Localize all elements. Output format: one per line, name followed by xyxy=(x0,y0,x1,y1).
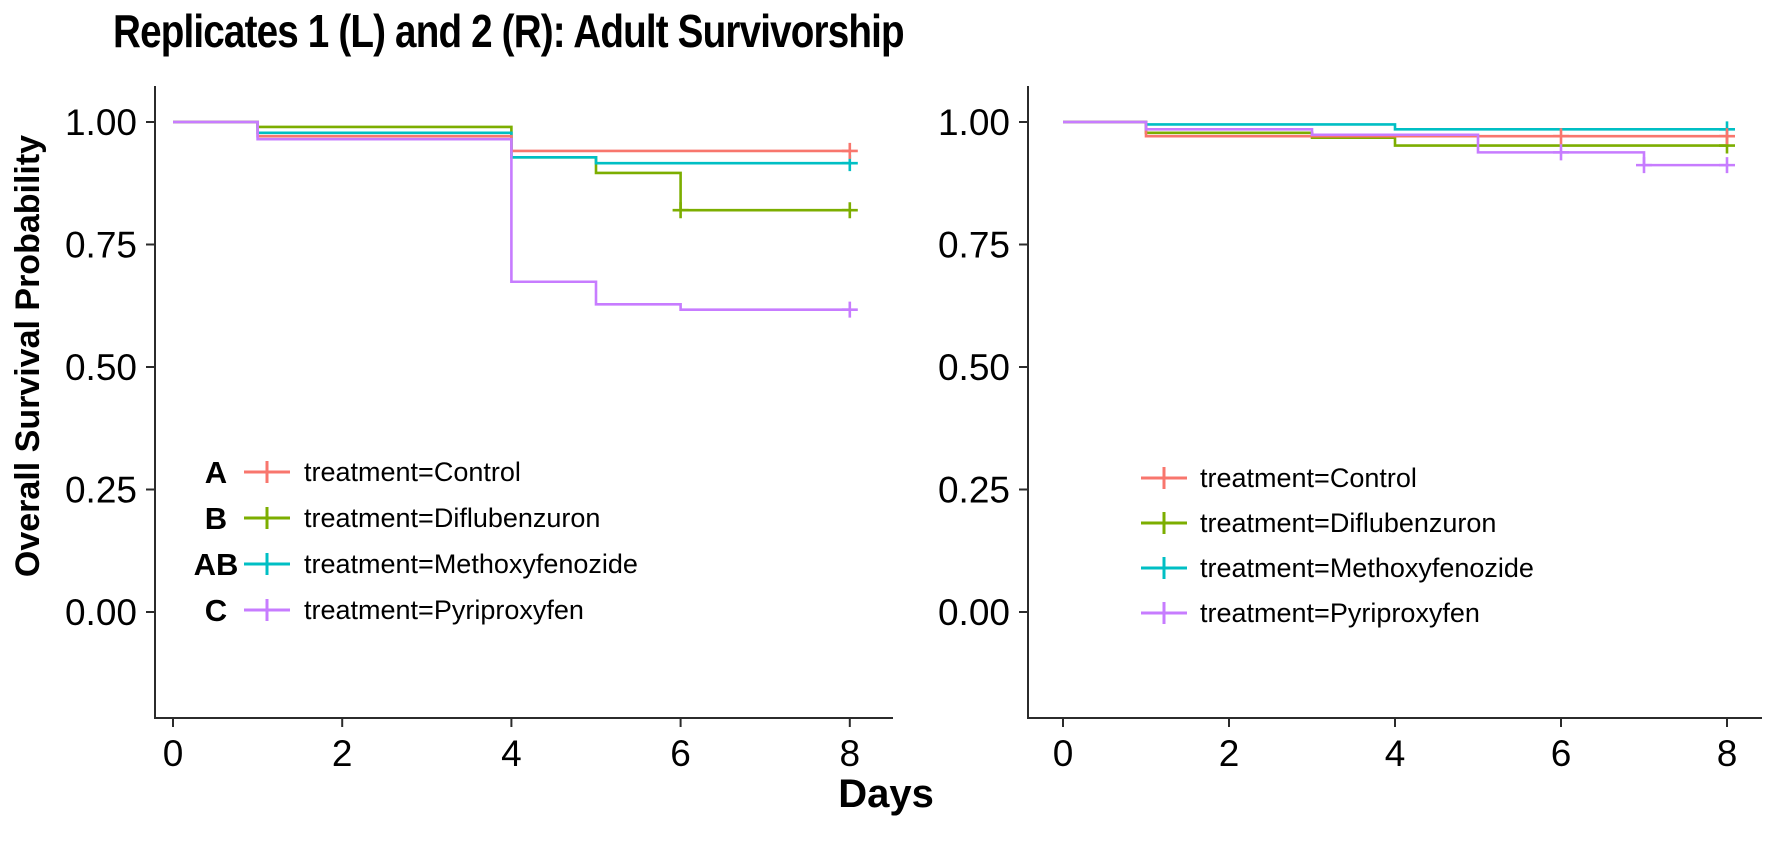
censor-mark-control xyxy=(841,142,858,159)
legend-key-methoxyfenozide xyxy=(1141,557,1187,579)
censor-mark-pyriproxyfen xyxy=(1719,157,1735,174)
censor-mark-control xyxy=(1719,128,1735,145)
legend-key-diflubenzuron xyxy=(1141,512,1187,534)
x-tick-label: 8 xyxy=(1717,733,1738,774)
legend-key-diflubenzuron xyxy=(244,507,290,529)
x-axis-label: Days xyxy=(838,772,934,816)
panel-replicate-2-right: 1.00 0.75 0.50 0.25 0.00 0 2 4 6 8 treatment=Contr… xyxy=(938,86,1762,774)
legend-label: treatment=Control xyxy=(1200,463,1417,493)
y-tick-label: 0.75 xyxy=(65,225,137,266)
censor-mark-pyriproxyfen xyxy=(841,301,858,318)
y-tick-label: 0.50 xyxy=(65,347,137,388)
panel-replicate-1-left: 1.00 0.75 0.50 0.25 0.00 0 2 4 6 8 A treatment=Cont… xyxy=(65,86,893,774)
y-tick-label: 1.00 xyxy=(938,102,1010,143)
x-tick-label: 2 xyxy=(1219,733,1240,774)
y-tick-label: 0.75 xyxy=(938,225,1010,266)
y-tick-label: 1.00 xyxy=(65,102,137,143)
x-tick-label: 6 xyxy=(670,733,691,774)
legend-key-pyriproxyfen xyxy=(244,599,290,621)
y-tick-label: 0.25 xyxy=(65,470,137,511)
legend-key-pyriproxyfen xyxy=(1141,602,1187,624)
legend-label: treatment=Methoxyfenozide xyxy=(304,549,638,579)
legend-label: treatment=Methoxyfenozide xyxy=(1200,553,1534,583)
legend-key-control xyxy=(244,461,290,483)
censor-mark-control xyxy=(1553,128,1569,145)
x-tick-label: 6 xyxy=(1551,733,1572,774)
legend-key-control xyxy=(1141,467,1187,489)
x-tick-label: 0 xyxy=(1053,733,1074,774)
x-tick-label: 2 xyxy=(332,733,353,774)
censor-mark-pyriproxyfen xyxy=(1553,144,1569,161)
censor-mark-diflubenzuron xyxy=(841,202,858,219)
legend-significance-letter: B xyxy=(205,501,227,536)
y-axis-label: Overall Survival Probability xyxy=(9,134,47,578)
y-tick-label: 0.25 xyxy=(938,470,1010,511)
legend-label: treatment=Control xyxy=(304,457,521,487)
x-tick-label: 0 xyxy=(163,733,184,774)
legend-label: treatment=Diflubenzuron xyxy=(304,503,600,533)
y-tick-label: 0.50 xyxy=(938,347,1010,388)
legend-key-methoxyfenozide xyxy=(244,553,290,575)
y-tick-label: 0.00 xyxy=(65,592,137,633)
legend-label: treatment=Pyriproxyfen xyxy=(304,595,584,625)
censor-mark-pyriproxyfen xyxy=(1636,157,1652,174)
chart-title: Replicates 1 (L) and 2 (R): Adult Surviv… xyxy=(113,5,905,57)
x-tick-label: 8 xyxy=(840,733,861,774)
y-tick-label: 0.00 xyxy=(938,592,1010,633)
legend-label: treatment=Diflubenzuron xyxy=(1200,508,1496,538)
survival-curve-pyriproxyfen xyxy=(173,120,850,311)
legend-replicate-2-right: treatment=Control treatment=Diflubenzuron… xyxy=(1141,463,1534,628)
legend-significance-letter: A xyxy=(205,455,227,490)
legend-significance-letter: AB xyxy=(194,547,239,582)
x-tick-label: 4 xyxy=(501,733,522,774)
censor-mark-diflubenzuron xyxy=(672,202,689,219)
legend-significance-letter: C xyxy=(205,593,227,628)
legend-label: treatment=Pyriproxyfen xyxy=(1200,598,1480,628)
x-tick-label: 4 xyxy=(1385,733,1406,774)
